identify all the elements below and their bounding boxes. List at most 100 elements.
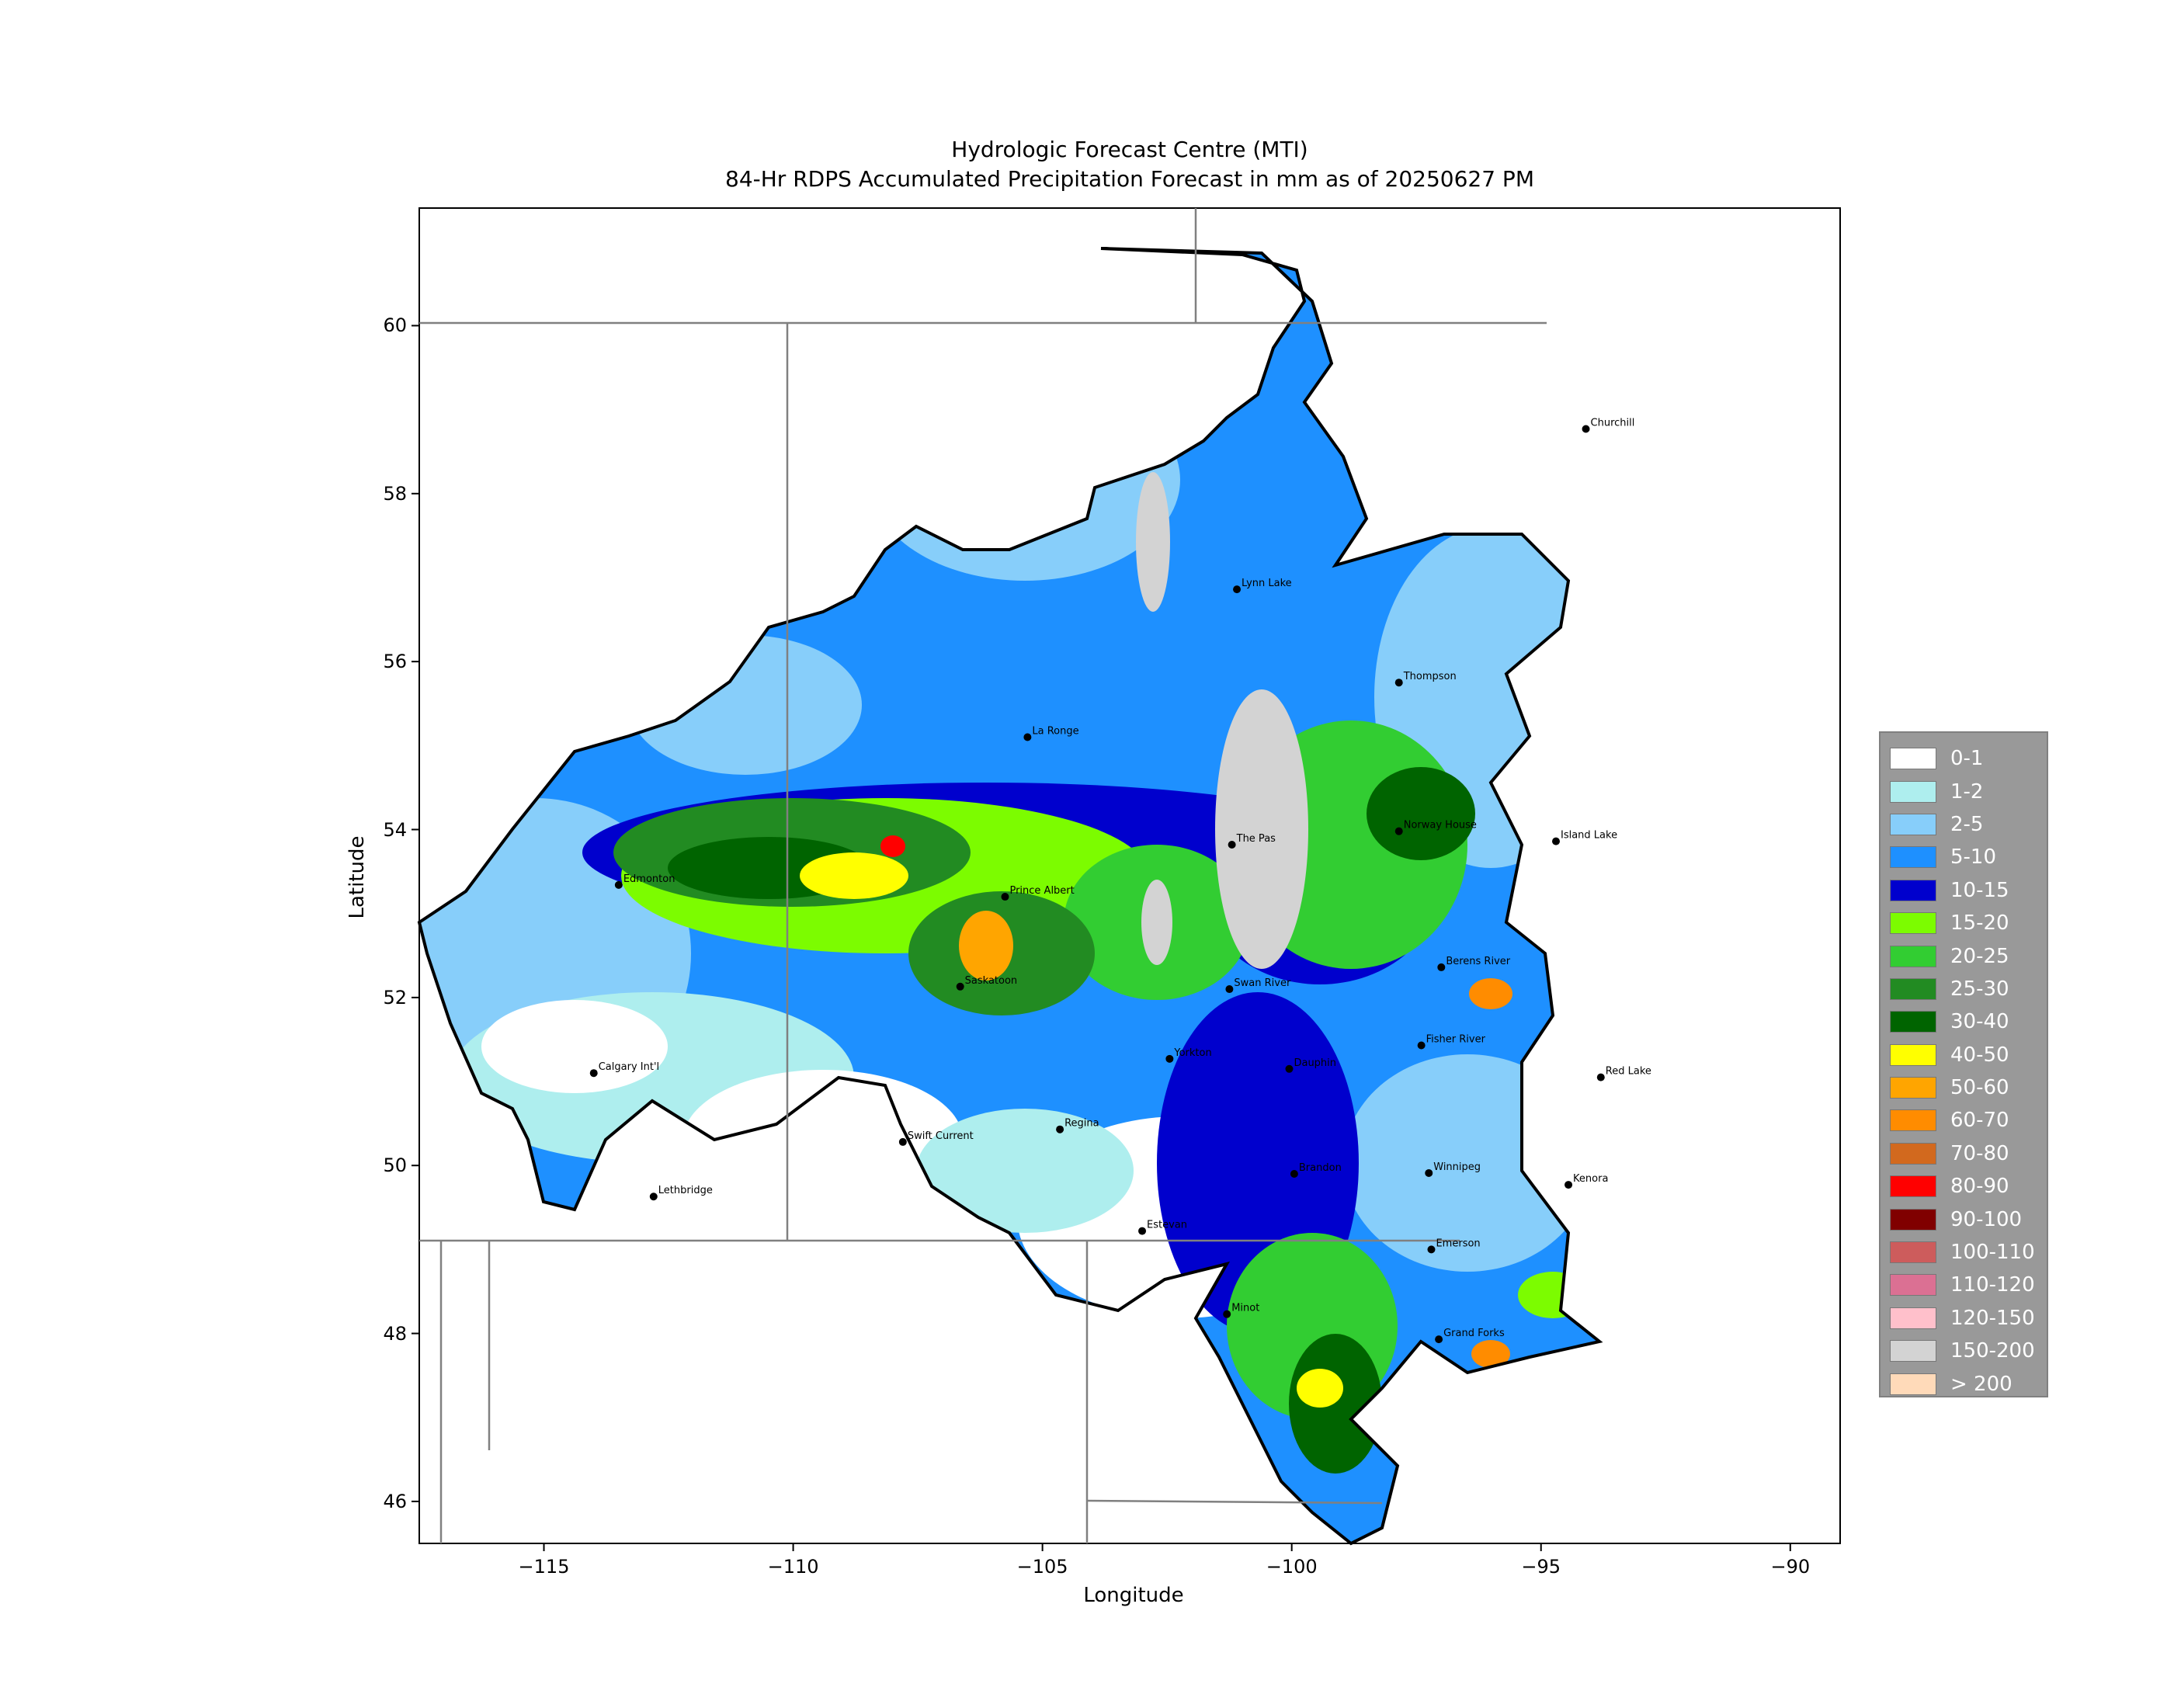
city-dot	[1285, 1064, 1294, 1073]
city-label: Berens River	[1446, 956, 1510, 967]
x-tick-label: −100	[1266, 1556, 1318, 1578]
y-tick-label: 56	[383, 651, 407, 673]
city-marker: Norway House	[1394, 820, 1477, 835]
legend-label: 5-10	[1950, 845, 1997, 870]
city-dot	[1223, 1310, 1231, 1318]
city-marker: Prince Albert	[1001, 885, 1075, 901]
province-borders	[419, 208, 1547, 1543]
legend-label: 15-20	[1950, 911, 2009, 936]
city-dot	[1437, 963, 1446, 971]
y-tick-label: 50	[383, 1154, 407, 1177]
city-label: Estevan	[1147, 1220, 1187, 1231]
city-label: Emerson	[1436, 1238, 1480, 1249]
legend-item: 20-25	[1890, 939, 2037, 972]
legend-swatch	[1890, 1142, 1936, 1165]
legend-label: 40-50	[1950, 1043, 2009, 1067]
legend-label: 120-150	[1950, 1306, 2035, 1330]
legend-swatch	[1890, 945, 1936, 967]
legend-label: 70-80	[1950, 1141, 2009, 1165]
legend-item: 0-1	[1890, 742, 2037, 775]
y-tick-label: 48	[383, 1322, 407, 1345]
legend-swatch	[1890, 1307, 1936, 1329]
y-tick-label: 60	[383, 314, 407, 337]
city-label: Thompson	[1403, 671, 1457, 682]
city-marker: Yorkton	[1165, 1047, 1212, 1063]
legend-item: 10-15	[1890, 874, 2037, 907]
city-label: Calgary Int'l	[599, 1061, 659, 1073]
legend-label: 150-200	[1950, 1339, 2035, 1363]
legend-swatch	[1890, 1373, 1936, 1395]
city-label: The Pas	[1236, 833, 1276, 845]
city-dot	[614, 880, 623, 889]
x-tick-label: −115	[518, 1556, 570, 1578]
city-dot	[649, 1192, 658, 1201]
city-dot	[1225, 985, 1234, 994]
city-marker: Swan River	[1225, 977, 1291, 994]
city-label: Brandon	[1299, 1162, 1342, 1174]
map-title-line1: Hydrologic Forecast Centre (MTI)	[951, 137, 1308, 162]
legend-label: 10-15	[1950, 878, 2009, 902]
basin-boundary	[417, 247, 1603, 1546]
city-label: Saskatoon	[965, 975, 1018, 987]
city-dot	[1394, 679, 1403, 687]
city-label: Swan River	[1234, 977, 1291, 989]
x-tick-label: −90	[1770, 1556, 1811, 1578]
city-marker: Grand Forks	[1435, 1328, 1505, 1344]
city-label: La Ronge	[1032, 726, 1078, 738]
city-label: Norway House	[1404, 820, 1477, 831]
legend-swatch	[1890, 1208, 1936, 1231]
city-dot	[1001, 893, 1009, 901]
x-tick-label: −110	[767, 1556, 819, 1578]
city-dot	[1290, 1170, 1298, 1179]
city-dot	[1427, 1245, 1436, 1254]
y-tick-label: 52	[383, 986, 407, 1008]
city-marker: Kenora	[1565, 1173, 1608, 1189]
legend-label: 90-100	[1950, 1207, 2023, 1231]
legend-item: 1-2	[1890, 775, 2037, 807]
legend-item: 40-50	[1890, 1039, 2037, 1071]
legend-item: 150-200	[1890, 1335, 2037, 1367]
city-label: Yorkton	[1173, 1047, 1211, 1059]
city-dot	[1165, 1054, 1174, 1063]
legend-label: 20-25	[1950, 944, 2009, 968]
legend-label: 50-60	[1950, 1076, 2009, 1100]
city-marker: Dauphin	[1285, 1057, 1336, 1073]
legend-swatch	[1890, 977, 1936, 1000]
legend-swatch	[1890, 1274, 1936, 1297]
legend-swatch	[1890, 879, 1936, 901]
city-dot	[1228, 840, 1236, 849]
legend-label: > 200	[1950, 1372, 2013, 1396]
city-label: Lynn Lake	[1242, 578, 1292, 589]
city-dot	[1023, 733, 1032, 741]
y-tick-label: 54	[383, 818, 407, 841]
city-dot	[1582, 425, 1590, 433]
precipitation-map: Churchill Lynn Lake Thompson La Ronge Edmont…	[412, 207, 1841, 1551]
city-marker: Red Lake	[1596, 1066, 1651, 1081]
city-dot	[956, 982, 964, 991]
city-label: Red Lake	[1606, 1066, 1651, 1078]
y-tick-label: 46	[383, 1490, 407, 1512]
y-axis-label: Latitude	[346, 835, 369, 919]
city-marker: Edmonton	[614, 873, 675, 889]
city-label: Fisher River	[1426, 1034, 1486, 1046]
city-dot	[1394, 827, 1403, 835]
city-marker: Island Lake	[1552, 830, 1617, 845]
legend-item: 30-40	[1890, 1005, 2037, 1038]
city-label: Churchill	[1591, 418, 1635, 429]
city-marker: Churchill	[1582, 418, 1635, 433]
precipitation-legend: 0-1 1-2 2-5 5-10 10-15 15-20 20-25 25-30 30-40 40…	[1879, 731, 2048, 1397]
city-label: Swift Current	[908, 1130, 974, 1142]
legend-swatch	[1890, 748, 1936, 770]
city-marker: Calgary Int'l	[589, 1061, 659, 1078]
city-dot	[1233, 585, 1242, 594]
legend-item: 70-80	[1890, 1137, 2037, 1170]
legend-item: 2-5	[1890, 808, 2037, 841]
legend-item: 60-70	[1890, 1104, 2037, 1137]
x-axis-label: Longitude	[1083, 1584, 1184, 1607]
city-marker: Emerson	[1427, 1238, 1481, 1254]
city-label: Lethbridge	[658, 1185, 713, 1196]
city-marker: Berens River	[1437, 956, 1511, 971]
city-dot	[1425, 1168, 1433, 1177]
legend-swatch	[1890, 1011, 1936, 1033]
city-markers: Churchill Lynn Lake Thompson La Ronge Edmont…	[589, 418, 1651, 1344]
